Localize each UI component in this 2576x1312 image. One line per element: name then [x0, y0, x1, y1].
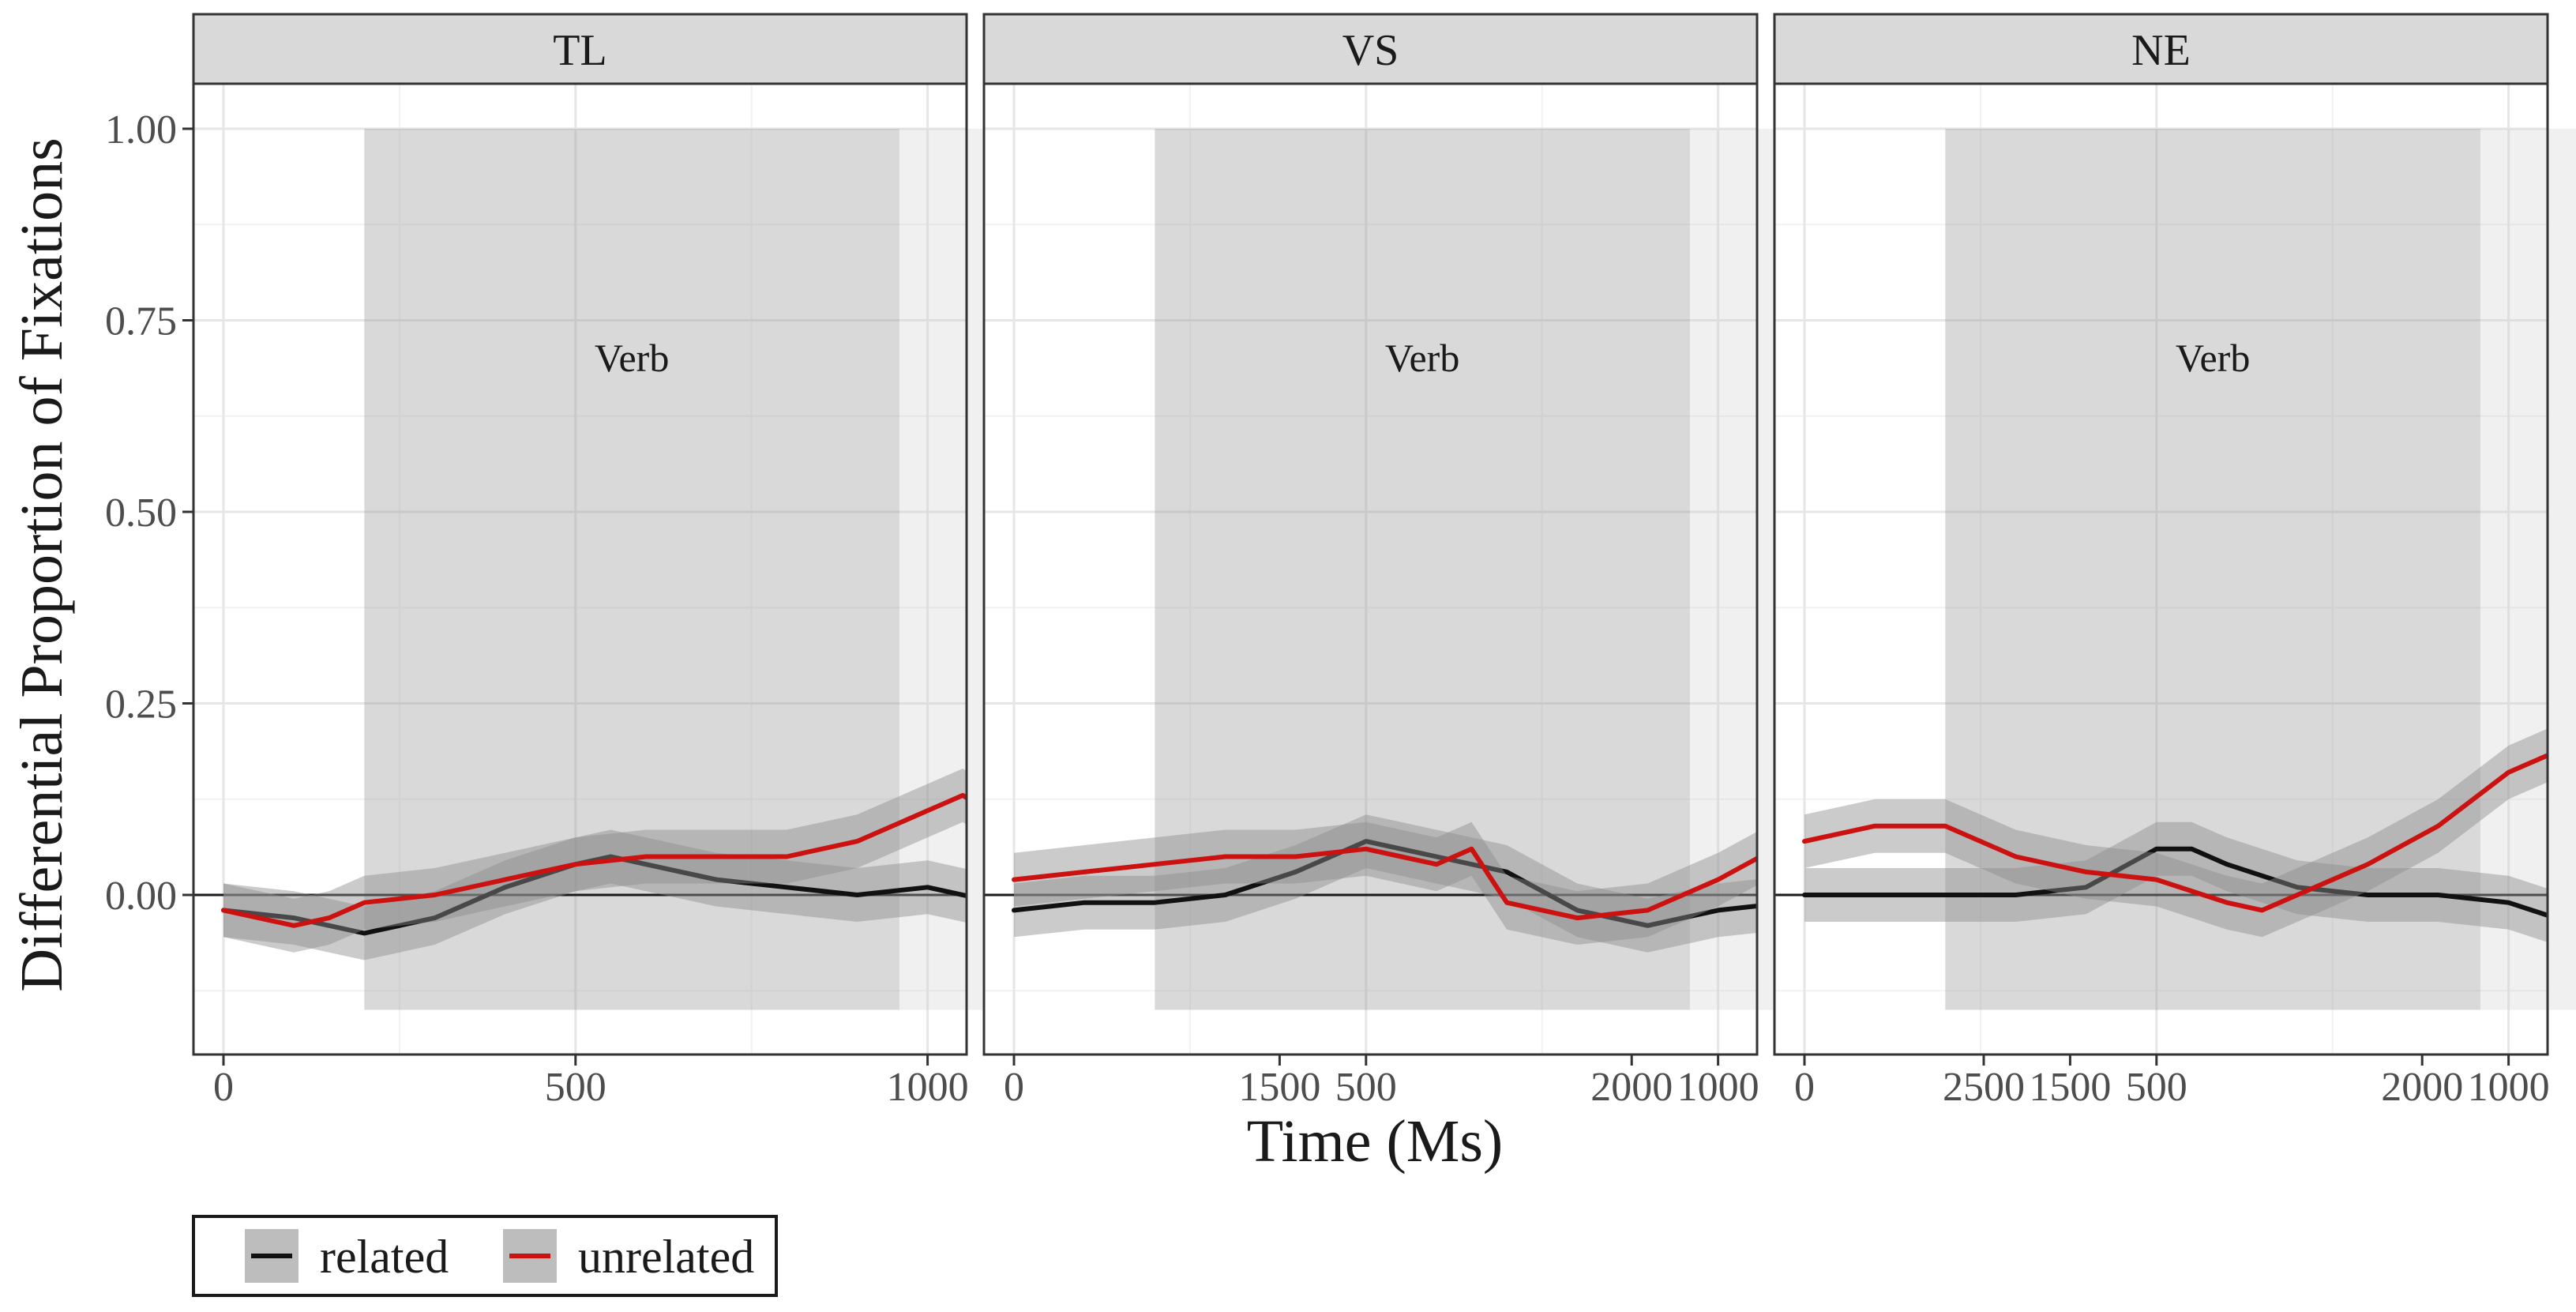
region-pause [2480, 129, 2576, 1010]
line-related [1802, 846, 2548, 918]
region-label-verb: Verb [1385, 336, 1459, 380]
panels-layer: VerbPauseTargetTL05001000150020002500Ver… [192, 13, 2576, 1110]
series-group [1012, 814, 1757, 953]
y-tick-label: 0.50 [105, 491, 177, 536]
legend-label-unrelated: unrelated [578, 1231, 754, 1283]
facet-strip-label: TL [553, 26, 606, 75]
x-tick-label: 500 [1335, 1065, 1397, 1110]
y-axis-ticks: 0.00 0.25 0.50 0.75 1.00 [105, 107, 193, 919]
x-tick-label: 1500 [2029, 1065, 2111, 1110]
x-tick-label: 1000 [2468, 1065, 2550, 1110]
ribbon-unrelated [1804, 728, 2548, 938]
x-tick-label: 500 [545, 1065, 606, 1110]
line-unrelated [1802, 753, 2548, 913]
x-tick-label: 1000 [887, 1065, 969, 1110]
x-tick-label: 0 [1004, 1065, 1024, 1110]
panel-vs: VerbPauseTargetVS05001000150020002500 [982, 13, 2500, 1110]
ribbon-unrelated [1014, 821, 1757, 945]
y-tick-label: 0.00 [105, 874, 177, 919]
legend: related unrelated [192, 1215, 778, 1297]
series-group [1802, 728, 2548, 942]
region-label-verb: Verb [595, 336, 669, 380]
x-tick-label: 1000 [1677, 1065, 1759, 1110]
x-tick-label: 2000 [1590, 1065, 1673, 1110]
line-unrelated [1012, 846, 1757, 921]
region-label-verb: Verb [2176, 336, 2250, 380]
x-tick-label: 2000 [2381, 1065, 2463, 1110]
x-axis-title: Time (Ms) [1247, 1108, 1503, 1175]
facet-strip-label: VS [1342, 26, 1399, 75]
facet-strip [982, 13, 1759, 85]
y-tick-label: 0.25 [105, 682, 177, 727]
x-tick-label: 2500 [1943, 1065, 2025, 1110]
y-tick-label: 1.00 [105, 107, 177, 152]
line-unrelated [221, 792, 967, 928]
series-group [221, 769, 967, 961]
facet-strip [1773, 13, 2549, 85]
x-tick-label: 0 [213, 1065, 234, 1110]
x-tick-label: 1500 [1238, 1065, 1320, 1110]
legend-label-related: related [320, 1231, 449, 1283]
panel-background [984, 84, 1757, 1054]
ribbon-related [223, 829, 967, 961]
y-axis-title: Differential Proportion of Fixations [9, 137, 75, 991]
x-tick-label: 0 [1794, 1065, 1815, 1110]
x-tick-label: 500 [2126, 1065, 2187, 1110]
panel-ne: VerbPauseTargetNE05001000150020002500 [1773, 13, 2576, 1110]
facet-strip [192, 13, 968, 85]
y-tick-label: 0.75 [105, 299, 177, 344]
ribbon-related [1804, 821, 2548, 942]
line-related [221, 854, 967, 936]
facet-strip-label: NE [2131, 26, 2191, 75]
